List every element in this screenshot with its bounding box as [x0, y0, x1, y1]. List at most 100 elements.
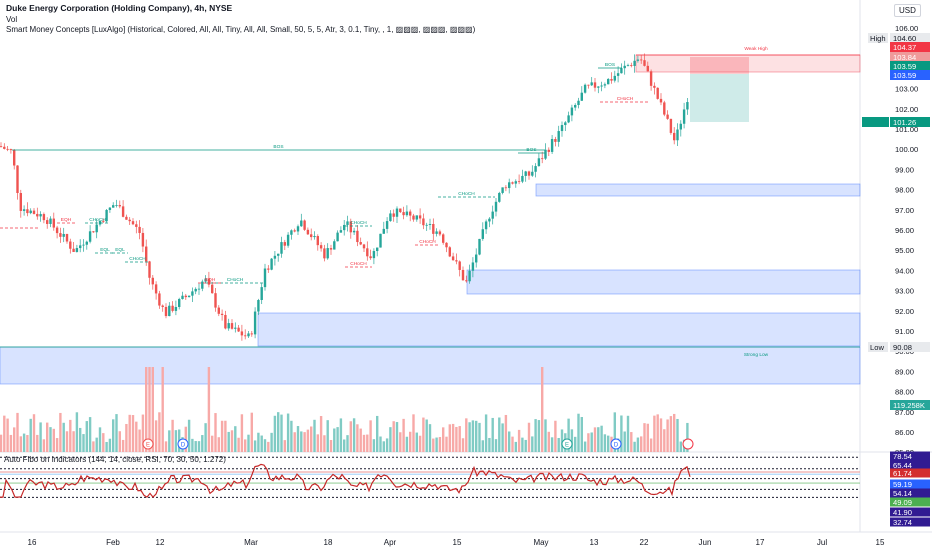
candle-body [204, 278, 207, 282]
volume-legend[interactable]: Vol [6, 15, 18, 24]
candle-body [319, 245, 323, 249]
candle-body [580, 92, 583, 101]
candle-body [412, 215, 415, 220]
event-marker [610, 438, 622, 450]
volume-bar [623, 431, 626, 452]
candle-body [270, 258, 273, 270]
volume-bar [597, 427, 600, 452]
time-tick: Jul [817, 538, 827, 547]
volume-bar [580, 417, 583, 452]
candle-body [682, 109, 686, 124]
candle-body [280, 242, 283, 254]
candle-body [422, 218, 425, 226]
volume-bar [438, 437, 442, 452]
candle-body [372, 251, 376, 259]
candle-body [442, 234, 445, 243]
volume-bar [636, 437, 640, 452]
volume-bar [102, 433, 105, 452]
time-tick: 13 [590, 538, 599, 547]
candle-body [286, 234, 290, 246]
volume-bar [445, 436, 448, 452]
volume-bar [59, 412, 62, 452]
volume-bar [587, 433, 590, 452]
time-tick: May [533, 538, 548, 547]
volume-bar [343, 439, 346, 452]
price-badge-label: High [870, 34, 886, 43]
choch-label: CHoCH [350, 261, 367, 267]
candle-body [0, 146, 3, 147]
candle-body [244, 335, 247, 337]
demand-zone [466, 269, 861, 295]
candle-body [62, 233, 65, 237]
candle-body [366, 248, 369, 257]
event-marker-label: D [614, 443, 619, 449]
volume-bar [577, 413, 580, 452]
candle-body [626, 65, 630, 66]
indicator-legend[interactable]: Smart Money Concepts [LuxAlgo] (Historic… [6, 25, 476, 34]
volume-bar [112, 419, 115, 452]
candle-body [415, 215, 418, 220]
volume-bar [3, 415, 6, 452]
price-badge [890, 342, 930, 352]
volume-bar [88, 417, 92, 452]
volume-bar [128, 414, 131, 452]
volume-bar [399, 432, 402, 452]
volume-bar [316, 434, 319, 452]
candle-body [461, 269, 465, 281]
candle-body [643, 60, 646, 66]
candle-body [310, 234, 313, 238]
candle-body [290, 230, 293, 235]
volume-bar [649, 438, 653, 452]
candle-body [178, 299, 181, 307]
time-tick: Jun [699, 538, 712, 547]
candle-body [224, 314, 227, 329]
bos-label: BOS [605, 62, 615, 68]
volume-bar [46, 422, 49, 452]
volume-bar [329, 439, 333, 452]
volume-bar [633, 441, 636, 452]
candle-body [234, 327, 237, 329]
volume-bar [224, 420, 227, 452]
candle-body [32, 210, 36, 214]
volume-bar [13, 427, 16, 452]
volume-bar [75, 412, 79, 452]
volume-bar [141, 414, 145, 452]
volume-bar [567, 418, 570, 452]
oscillator-title[interactable]: Auto Fibo on Indicators (144, 14, close,… [4, 455, 226, 464]
volume-bar [603, 434, 607, 452]
price-tick: 91.00 [895, 327, 914, 336]
fibo-badge-value: 61.74 [893, 469, 912, 478]
fibo-badge-value: 41.90 [893, 508, 912, 517]
candle-body [102, 220, 105, 222]
candle-body [296, 226, 300, 232]
symbol-title[interactable]: Duke Energy Corporation (Holding Company… [6, 3, 233, 13]
candle-body [663, 102, 666, 115]
candle-body [481, 229, 484, 239]
price-badge [890, 61, 930, 71]
currency-selector[interactable]: USD [894, 4, 921, 17]
volume-bar [435, 437, 438, 452]
price-badge [890, 52, 930, 62]
volume-bar [283, 440, 286, 452]
candle-body [211, 284, 214, 294]
volume-bar [656, 414, 659, 452]
volume-bar [395, 422, 399, 452]
candle-body [82, 244, 85, 246]
volume-bar [6, 418, 9, 452]
candle-body [534, 166, 537, 172]
volume-bar [154, 420, 158, 452]
candle-body [465, 280, 468, 282]
volume-bar [475, 420, 478, 452]
volume-bar [296, 426, 300, 452]
fibo-badge [890, 468, 930, 478]
candle-body [26, 209, 29, 214]
volume-bar [547, 431, 550, 452]
candle-body [356, 230, 359, 243]
candle-body [517, 181, 521, 183]
price-tick: 94.00 [895, 266, 914, 275]
volume-bar [187, 419, 191, 452]
volume-bar [392, 421, 395, 452]
volume-bar [465, 418, 468, 452]
